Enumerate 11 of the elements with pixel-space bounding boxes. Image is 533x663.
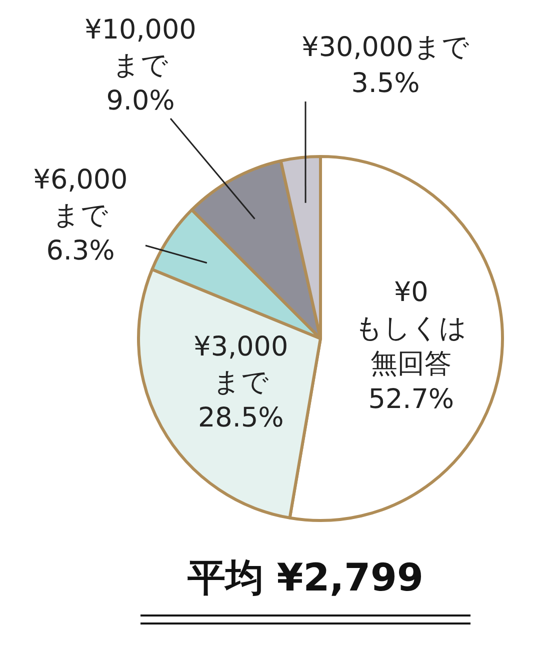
slice-label: ¥0 もしくは無回答 bbox=[355, 277, 468, 380]
slice-label: ¥6,000 まで bbox=[33, 164, 128, 231]
data-label: 3.5% bbox=[351, 68, 420, 99]
slice-label: ¥3,000 まで bbox=[194, 331, 288, 398]
data-label: 28.5% bbox=[198, 402, 284, 434]
data-label: 52.7% bbox=[368, 384, 454, 416]
data-label: 9.0% bbox=[106, 86, 175, 117]
slice-label: ¥30,000まで bbox=[302, 32, 470, 64]
text: 平均 ¥2,799 bbox=[188, 556, 424, 600]
data-label: 6.3% bbox=[46, 236, 115, 267]
slice-label: ¥10,000 まで bbox=[84, 14, 196, 81]
